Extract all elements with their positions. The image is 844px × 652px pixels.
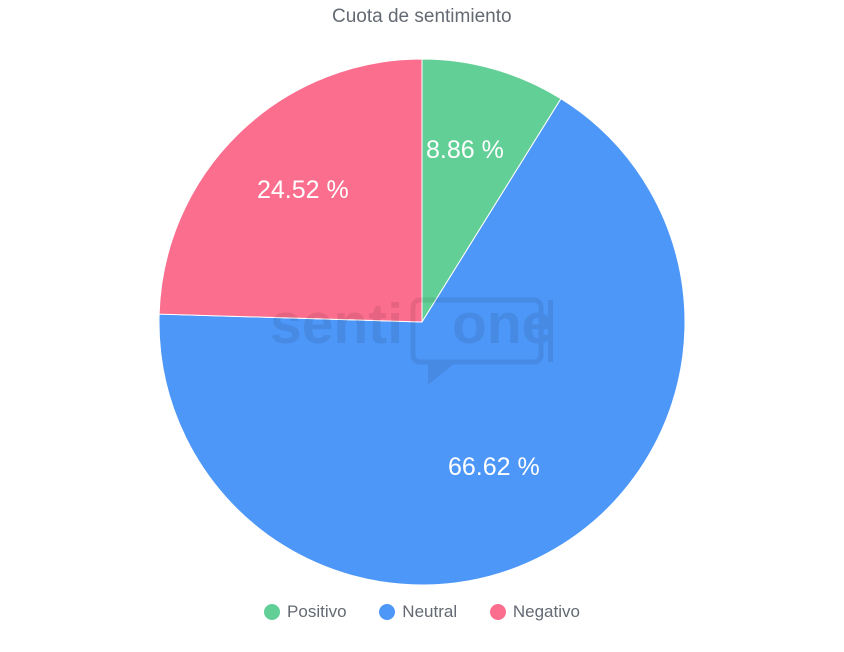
svg-text:senti: senti <box>270 292 403 356</box>
